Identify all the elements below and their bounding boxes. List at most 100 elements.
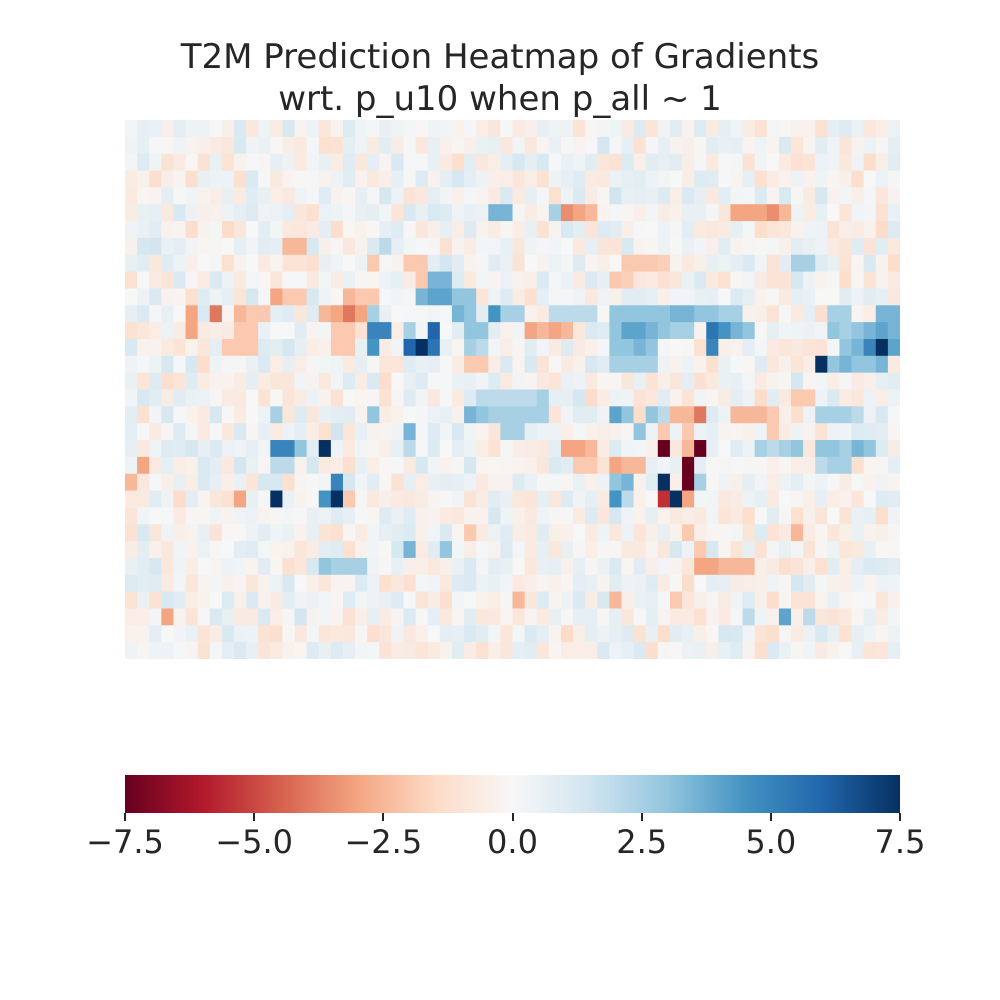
heatmap-cell [173, 574, 187, 593]
heatmap-cell [330, 541, 344, 559]
heatmap-cell [379, 355, 393, 374]
heatmap-cell [633, 574, 647, 593]
heatmap-cell [451, 305, 465, 323]
heatmap-cell [645, 591, 659, 610]
heatmap-cell [355, 423, 368, 441]
heatmap-cell [742, 423, 756, 441]
heatmap-cell [403, 625, 417, 643]
heatmap-cell [209, 355, 223, 374]
heatmap-cell [306, 153, 320, 172]
heatmap-cell [500, 153, 514, 172]
heatmap-cell [258, 355, 271, 374]
heatmap-cell [464, 456, 477, 475]
heatmap-cell [887, 456, 900, 475]
heatmap-cell [294, 288, 308, 306]
heatmap-cell [645, 541, 659, 559]
heatmap-cell [306, 574, 320, 593]
heatmap-cell [669, 288, 683, 306]
heatmap-cell [233, 473, 247, 492]
heatmap-cell [246, 473, 259, 492]
heatmap-cell [330, 338, 344, 357]
heatmap-cell [427, 574, 441, 593]
heatmap-cell [125, 440, 138, 458]
heatmap-cell [197, 153, 211, 172]
heatmap-cell [161, 204, 175, 222]
heatmap-cell [137, 322, 150, 340]
heatmap-cell [415, 473, 429, 492]
heatmap-cell [270, 608, 284, 626]
heatmap-cell [766, 389, 780, 407]
heatmap-cell [137, 271, 150, 290]
heatmap-cell [451, 120, 465, 138]
heatmap-cell [645, 642, 659, 659]
heatmap-cell [330, 557, 344, 576]
heatmap-cell [185, 372, 199, 391]
heatmap-cell [282, 305, 296, 323]
heatmap-cell [221, 136, 235, 155]
heatmap-cell [149, 406, 162, 424]
heatmap-cell [754, 557, 768, 576]
heatmap-cell [609, 305, 623, 323]
heatmap-cell [512, 187, 526, 205]
heatmap-cell [149, 237, 162, 256]
heatmap-cell [560, 608, 574, 626]
heatmap-cell [294, 136, 308, 155]
heatmap-cell [306, 456, 320, 475]
heatmap-cell [524, 591, 538, 610]
heatmap-cell [815, 507, 828, 525]
heatmap-cell [778, 608, 792, 626]
heatmap-cell [415, 541, 429, 559]
heatmap-cell [633, 372, 647, 391]
heatmap-cell [476, 338, 489, 357]
heatmap-cell [633, 389, 647, 407]
colorbar-gradient [125, 775, 900, 813]
heatmap-cell [633, 473, 647, 492]
heatmap-cell [415, 372, 429, 391]
heatmap-cell [500, 557, 514, 576]
heatmap-cell [633, 625, 647, 643]
heatmap-cell [524, 456, 538, 475]
heatmap-cell [403, 187, 417, 205]
heatmap-cell [778, 221, 792, 239]
heatmap-cell [778, 389, 792, 407]
heatmap-cell [367, 642, 380, 659]
heatmap-cell [730, 574, 744, 593]
heatmap-cell [125, 355, 138, 374]
heatmap-cell [597, 574, 610, 593]
heatmap-cell [754, 372, 768, 391]
heatmap-cell [585, 557, 598, 576]
heatmap-cell [560, 473, 574, 492]
heatmap-cell [742, 642, 756, 659]
heatmap-cell [851, 642, 865, 659]
heatmap-cell [403, 322, 417, 340]
heatmap-cell [633, 136, 647, 155]
heatmap-cell [560, 153, 574, 172]
heatmap-cell [318, 473, 332, 492]
heatmap-cell [330, 591, 344, 610]
heatmap-cell [863, 591, 877, 610]
heatmap-cell [355, 490, 368, 508]
heatmap-cell [524, 574, 538, 593]
heatmap-cell [137, 136, 150, 155]
heatmap-cell [548, 507, 562, 525]
heatmap-cell [258, 389, 271, 407]
heatmap-cell [803, 372, 816, 391]
heatmap-cell [803, 221, 816, 239]
heatmap-cell [294, 608, 308, 626]
heatmap-cell [621, 541, 635, 559]
heatmap-cell [645, 389, 659, 407]
heatmap-cell [294, 305, 308, 323]
heatmap-cell [330, 170, 344, 188]
heatmap-cell [791, 338, 804, 357]
heatmap-cell [682, 120, 695, 138]
heatmap-cell [657, 338, 671, 357]
heatmap-cell [379, 237, 393, 256]
heatmap-cell [633, 355, 647, 374]
heatmap-cell [185, 557, 199, 576]
heatmap-cell [560, 490, 574, 508]
heatmap-cell [633, 288, 647, 306]
heatmap-cell [342, 221, 356, 239]
heatmap-cell [379, 490, 393, 508]
heatmap-cell [149, 423, 162, 441]
heatmap-cell [185, 322, 199, 340]
